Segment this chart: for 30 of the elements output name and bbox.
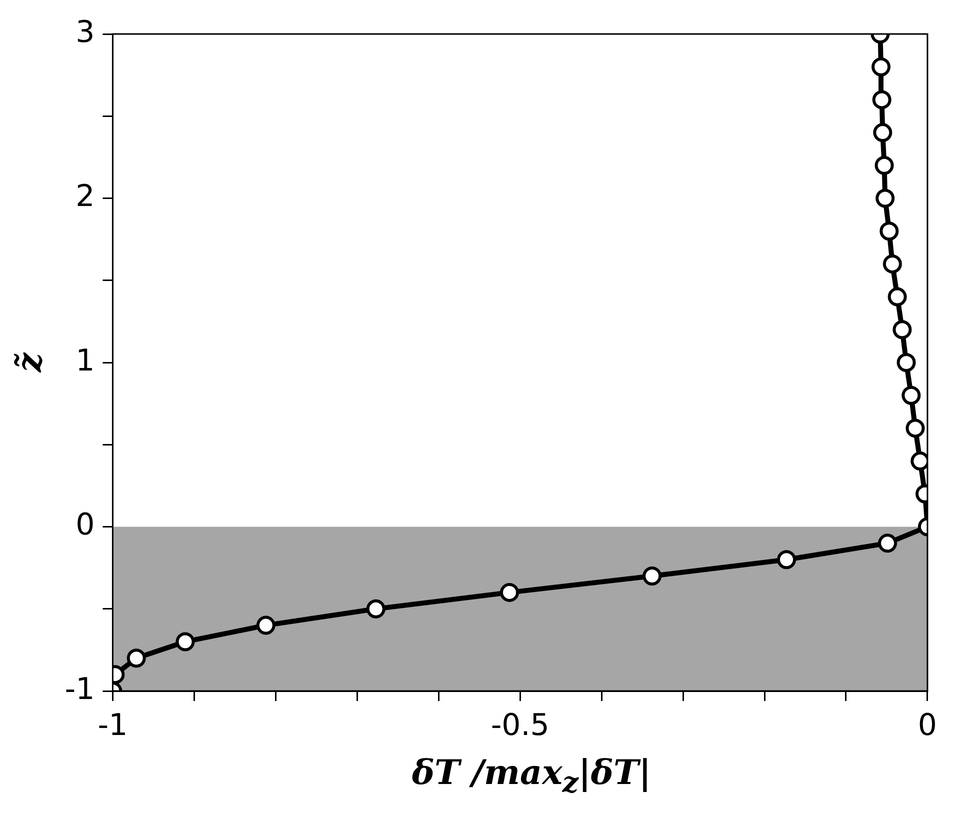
point — [882, 254, 902, 274]
x-tick-label: -1 — [98, 708, 128, 743]
point — [876, 188, 895, 208]
y-tick-label: 2 — [76, 179, 95, 214]
point — [872, 90, 892, 110]
point — [906, 418, 925, 438]
point — [892, 320, 912, 340]
x-axis-title: δT /max$_{z}$|δT| — [410, 753, 652, 799]
point — [888, 287, 907, 306]
x-tick-label: -0.5 — [490, 708, 550, 743]
y-tick-label: 3 — [76, 14, 95, 50]
point — [176, 632, 195, 652]
point — [126, 648, 146, 668]
point — [880, 222, 899, 241]
point — [366, 599, 386, 618]
point — [256, 616, 276, 635]
point — [642, 566, 662, 586]
point — [896, 353, 916, 372]
point — [878, 534, 898, 553]
point — [874, 156, 894, 175]
point — [902, 386, 921, 405]
point — [500, 582, 519, 602]
point — [872, 57, 891, 76]
y-tick-label: 0 — [76, 508, 95, 543]
x-tick-label: 0 — [918, 708, 938, 743]
y-tick-label: 1 — [76, 343, 95, 378]
y-axis-title: z̃ — [10, 352, 50, 374]
point — [777, 550, 796, 570]
point — [873, 123, 892, 142]
y-tick-label: -1 — [64, 672, 95, 707]
